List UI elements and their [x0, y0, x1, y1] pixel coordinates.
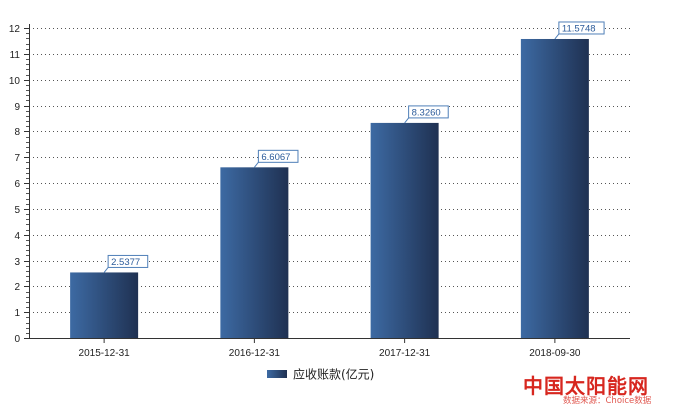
y-tick-label: 4 [14, 231, 20, 242]
data-label-box [257, 149, 299, 163]
data-label-connector [554, 33, 560, 40]
watermark-site-name: 中国太阳能网 [523, 374, 649, 398]
y-tick-label: 11 [10, 50, 21, 61]
y-tick-label: 3 [14, 257, 20, 268]
bar [370, 122, 439, 338]
watermark-source: 数据来源：Choice数据 [563, 396, 652, 406]
data-label-connector [404, 117, 410, 124]
data-label: 8.3260 [412, 107, 441, 118]
data-label: 2.5377 [111, 257, 140, 268]
y-tick-label: 0 [14, 334, 20, 345]
data-label-box [408, 105, 449, 119]
y-tick-label: 2 [14, 282, 20, 293]
data-label-connector [253, 162, 259, 168]
data-label-connector [103, 267, 109, 273]
x-tick-label: 2016-12-31 [229, 348, 281, 359]
y-tick-label: 6 [14, 179, 20, 190]
legend: 应收账款(亿元) [267, 367, 374, 382]
y-tick-label: 10 [9, 76, 21, 87]
y-tick-label: 7 [14, 153, 20, 164]
bar [520, 38, 589, 338]
bar [220, 167, 289, 338]
data-label-box [558, 21, 605, 35]
y-tick-label: 9 [14, 102, 20, 113]
y-tick-label: 12 [9, 24, 21, 35]
x-tick-label: 2017-12-31 [379, 348, 431, 359]
y-tick-label: 5 [14, 205, 20, 216]
data-label-box [107, 254, 149, 268]
data-label: 11.5748 [562, 23, 596, 34]
x-tick-label: 2018-09-30 [529, 348, 581, 359]
y-tick-label: 1 [14, 308, 20, 319]
legend-label: 应收账款(亿元) [293, 367, 374, 382]
data-label: 6.6067 [261, 152, 290, 163]
data-labels: 2.5377 6.6067 8.3260 11.5748 [103, 21, 605, 273]
x-tick-label: 2015-12-31 [79, 348, 131, 359]
bar-series [70, 38, 589, 338]
legend-swatch [267, 370, 287, 378]
y-tick-label: 8 [14, 127, 20, 138]
bar [70, 272, 139, 338]
